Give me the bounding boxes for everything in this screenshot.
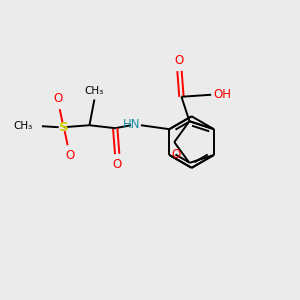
Text: CH₃: CH₃ <box>14 121 33 131</box>
Text: O: O <box>172 148 181 161</box>
Text: O: O <box>175 54 184 67</box>
Text: O: O <box>65 149 74 162</box>
Text: CH₃: CH₃ <box>85 85 104 95</box>
Text: O: O <box>112 158 122 171</box>
Text: HN: HN <box>122 118 140 131</box>
Text: S: S <box>59 121 68 134</box>
Text: O: O <box>53 92 62 105</box>
Text: OH: OH <box>213 88 231 101</box>
